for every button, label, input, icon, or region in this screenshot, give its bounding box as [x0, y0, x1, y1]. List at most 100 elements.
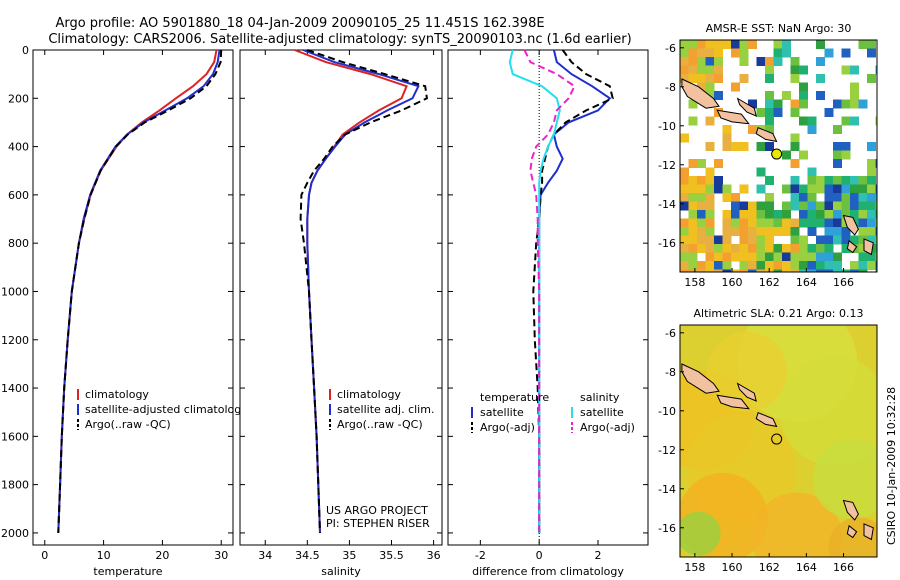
sst_map-cell — [850, 235, 859, 245]
salinity-legend-label: satellite adj. clim. — [337, 403, 434, 416]
sst_map-cell — [850, 82, 859, 92]
sst_map-cell — [722, 252, 732, 262]
sla_map-anomaly-patch — [812, 439, 877, 520]
sst_map-cell — [816, 184, 825, 194]
sst_map-cell — [858, 210, 868, 219]
difference-xtick-label: 2 — [595, 549, 602, 562]
sst_map-cell — [765, 74, 774, 83]
temperature-series-line — [57, 49, 223, 533]
difference-legend-label: Argo(-adj) — [480, 421, 535, 434]
sla-map-panel: Altimetric SLA: 0.21 Argo: 0.13 158 160 162… — [658, 307, 878, 574]
sst_map-cell — [841, 184, 851, 194]
sla_map-island — [863, 523, 874, 541]
sst_map-cell — [722, 125, 732, 134]
difference-legend-group-title: temperature — [480, 391, 549, 404]
sst_map-island — [863, 238, 874, 256]
sst_map-cell — [833, 184, 842, 194]
sst_map-xtick-label: 158 — [684, 276, 705, 289]
sst_map-cell — [765, 99, 774, 109]
sst_map-cell — [816, 57, 825, 66]
sst_map-cell — [858, 99, 868, 109]
sst_map-cell — [756, 269, 766, 272]
sst_map-cell — [790, 252, 800, 262]
difference-legend-group-title: salinity — [580, 391, 620, 404]
salinity-series-line — [299, 49, 428, 533]
sst_map-cell — [799, 201, 808, 211]
temperature-ytick-label: 1400 — [1, 382, 29, 395]
sst_map-cell — [714, 244, 723, 253]
sst_map-ytick-label: -10 — [658, 120, 676, 133]
sst_map-cell — [858, 244, 868, 253]
sst_map-cell — [799, 150, 808, 160]
sst_map-cell — [748, 218, 757, 228]
sst_map-cell — [705, 193, 715, 202]
sst_map-cell — [731, 142, 740, 151]
temperature-axes-box — [32, 49, 234, 546]
sst_map-cell — [688, 176, 698, 185]
sst_map-cell — [875, 235, 877, 245]
difference-profile-panel: -2 0 2 difference from climatology temperatu… — [447, 49, 649, 578]
sst_map-cell — [697, 218, 706, 228]
sst_map-cell — [739, 74, 749, 83]
sla_map-axes-box — [679, 324, 878, 558]
sst_map-cell — [790, 244, 800, 253]
sst_map-cell — [790, 235, 800, 245]
sst_map-cell — [773, 40, 783, 49]
sst_map-cell — [833, 227, 842, 236]
sst_map-cell — [867, 176, 876, 185]
sst_map-ytick-label: -6 — [665, 42, 676, 55]
sst_map-cell — [680, 167, 689, 177]
sst_map-ytick-label: -16 — [658, 237, 676, 250]
difference-axes-box — [447, 49, 649, 546]
sst_map-cell — [748, 99, 757, 109]
sst_map-cell — [697, 184, 706, 194]
sst_map-cell — [782, 40, 791, 49]
sst_map-island — [681, 78, 720, 109]
sst_map-cell — [824, 261, 834, 270]
sla_map-island — [736, 382, 757, 402]
temperature-xtick-label: 0 — [41, 549, 48, 562]
sst_map-cell — [799, 65, 808, 75]
sst_map-cell — [833, 125, 842, 134]
sst_map-cell — [850, 269, 859, 272]
sst_map-cell — [756, 235, 766, 245]
sst_map-cell — [697, 235, 706, 245]
sst_map-cell — [773, 48, 783, 58]
sla_map-ytick-label: -14 — [658, 483, 676, 496]
sst_map-cell — [748, 244, 757, 253]
sst_map-cell — [867, 210, 876, 219]
sla_map-ytick-label: -6 — [665, 327, 676, 340]
sst_map-cell — [790, 184, 800, 194]
sst_map-cell — [756, 184, 766, 194]
sst_map-cell — [790, 176, 800, 185]
sst_map-cell — [841, 244, 851, 253]
sst_map-cell — [858, 218, 868, 228]
sst_map-cell — [816, 40, 825, 49]
sst_map-cell — [731, 82, 740, 92]
sst_map-cell — [722, 133, 732, 143]
sst_map-cell — [773, 99, 783, 109]
sst_map-cell — [697, 227, 706, 236]
sst_map-xtick-label: 164 — [796, 276, 817, 289]
sst_map-cell — [688, 48, 698, 58]
sla_map-island — [846, 524, 858, 539]
sst_map-cell — [748, 210, 757, 219]
temperature-xtick-label: 20 — [155, 549, 169, 562]
sst_map-cell — [765, 176, 774, 185]
salinity-profile-panel: 34 34.5 35 35.5 36 salinity climatology satelli… — [239, 49, 443, 578]
sst_map-cell — [731, 269, 740, 272]
sst_map-cell — [782, 269, 791, 272]
sst_map-cell — [850, 99, 859, 109]
temperature-ytick-label: 0 — [22, 44, 29, 57]
sst_map-cell — [875, 159, 877, 168]
sst_map-cell — [833, 261, 842, 270]
sst_map-cell — [697, 210, 706, 219]
sst_map-cell — [765, 108, 774, 117]
sst_map-cell — [841, 116, 851, 126]
sst_map-cell — [790, 218, 800, 228]
sst_map-cell — [875, 252, 877, 262]
sst_map-island — [846, 239, 858, 254]
sst_map-cell — [765, 116, 774, 126]
temperature-profile-panel: 0 10 20 30 0 200 400 600 800 1000 1200 1400 1600 1800… — [1, 44, 248, 578]
temperature-ytick-label: 1000 — [1, 285, 29, 298]
